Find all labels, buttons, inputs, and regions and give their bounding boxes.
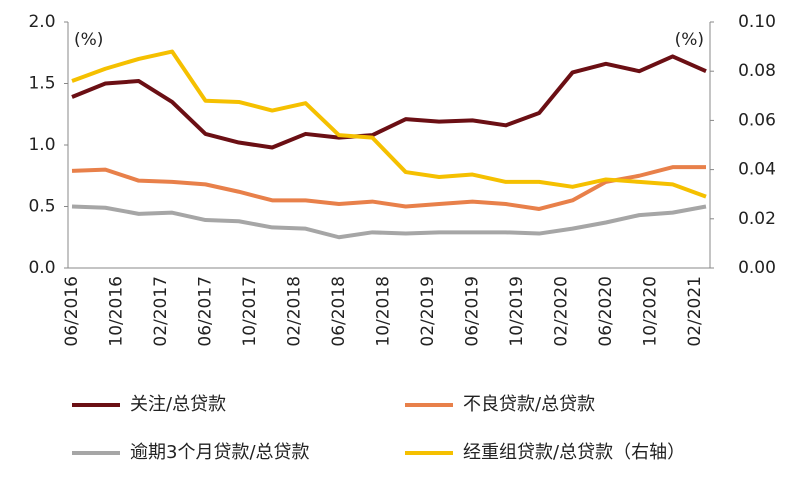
- legend-label: 逾期3个月贷款/总贷款: [130, 442, 310, 463]
- x-tick-label: 10/2018: [373, 276, 393, 347]
- legend-label: 不良贷款/总贷款: [463, 394, 595, 415]
- y2-tick-label: 0.06: [738, 110, 776, 130]
- y-tick-label: 1.5: [28, 74, 55, 94]
- y-tick-label: 2.0: [28, 12, 55, 32]
- x-tick-label: 06/2017: [195, 276, 215, 347]
- x-tick-label: 06/2016: [62, 276, 82, 347]
- x-tick-label: 10/2017: [240, 276, 260, 347]
- legend-label: 经重组贷款/总贷款（右轴）: [463, 442, 685, 463]
- y2-unit: (%): [675, 30, 704, 50]
- y2-tick-label: 0.04: [738, 160, 776, 180]
- y2-tick-label: 0.02: [738, 209, 776, 229]
- y2-tick-label: 0.08: [738, 61, 776, 81]
- x-tick-label: 06/2019: [462, 276, 482, 347]
- y-tick-label: 0.0: [28, 258, 55, 278]
- x-tick-label: 02/2019: [418, 276, 438, 347]
- x-tick-label: 10/2016: [106, 276, 126, 347]
- x-tick-label: 02/2018: [284, 276, 304, 347]
- x-tick-label: 06/2020: [596, 276, 616, 347]
- x-tick-label: 06/2018: [329, 276, 349, 347]
- y-unit: (%): [74, 30, 103, 50]
- legend-label: 关注/总贷款: [130, 394, 226, 415]
- line-series: [71, 49, 707, 199]
- x-tick-label: 10/2020: [640, 276, 660, 347]
- y-tick-label: 0.5: [28, 197, 55, 217]
- line-series: [71, 54, 707, 150]
- y2-tick-label: 0.00: [738, 258, 776, 278]
- x-tick-label: 02/2020: [551, 276, 571, 347]
- line-series: [71, 204, 707, 240]
- x-tick-label: 02/2017: [151, 276, 171, 347]
- x-tick-label: 10/2019: [507, 276, 527, 347]
- y2-tick-label: 0.10: [738, 12, 776, 32]
- x-tick-label: 02/2021: [685, 276, 705, 347]
- y-tick-label: 1.0: [28, 135, 55, 155]
- line-series: [71, 165, 706, 211]
